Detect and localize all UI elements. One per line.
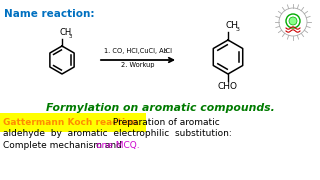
- Text: CH: CH: [226, 21, 239, 30]
- Text: CH: CH: [60, 28, 72, 37]
- Text: 3: 3: [236, 27, 239, 32]
- Text: 2. Workup: 2. Workup: [121, 62, 155, 68]
- Text: Name reaction:: Name reaction:: [4, 9, 94, 19]
- Text: Preparation of aromatic: Preparation of aromatic: [110, 118, 220, 127]
- Text: Gattermann Koch reaction:: Gattermann Koch reaction:: [3, 118, 141, 127]
- Text: Complete mechanism and: Complete mechanism and: [3, 141, 125, 150]
- Text: aldehyde  by  aromatic  electrophilic  substitution:: aldehyde by aromatic electrophilic subst…: [3, 129, 232, 138]
- Text: CHO: CHO: [217, 82, 237, 91]
- Text: 3: 3: [164, 49, 167, 54]
- Circle shape: [289, 17, 297, 25]
- Text: Formylation on aromatic compounds.: Formylation on aromatic compounds.: [46, 103, 274, 113]
- Text: one MCQ.: one MCQ.: [96, 141, 140, 150]
- Text: 1. CO, HCl,CuCl, AlCl: 1. CO, HCl,CuCl, AlCl: [104, 48, 172, 54]
- Text: 3: 3: [68, 33, 72, 39]
